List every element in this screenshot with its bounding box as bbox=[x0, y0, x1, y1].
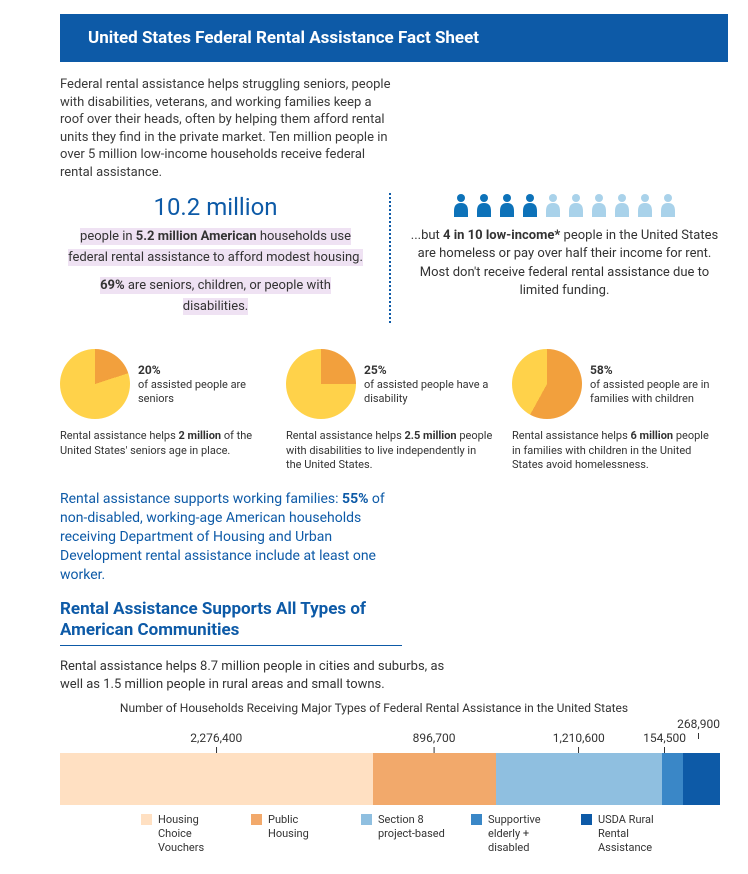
person-icon bbox=[612, 193, 632, 217]
right-summary-text: ...but 4 in 10 low-income* people in the… bbox=[409, 227, 720, 300]
bar-value-label: 154,500 bbox=[643, 731, 686, 753]
stacked-chart-title: Number of Households Receiving Major Typ… bbox=[0, 697, 748, 719]
people-icon-row bbox=[409, 193, 720, 217]
legend-swatch bbox=[581, 814, 592, 825]
person-icon bbox=[589, 193, 609, 217]
section-subtext: Rental assistance helps 8.7 million peop… bbox=[0, 652, 480, 697]
legend-label: Housing Choice Vouchers bbox=[158, 813, 231, 854]
bar-segment bbox=[496, 753, 662, 805]
intro-paragraph: Federal rental assistance helps struggli… bbox=[0, 76, 420, 181]
pie-chart-icon bbox=[286, 349, 356, 419]
summary-left: 10.2 million people in 5.2 million Ameri… bbox=[60, 193, 391, 323]
pie-label: 20%of assisted people are seniors bbox=[138, 363, 268, 406]
stacked-bar-chart: 2,276,400896,7001,210,600268,900154,500 … bbox=[0, 719, 748, 854]
legend-swatch bbox=[251, 814, 262, 825]
pie-description: Rental assistance helps 2.5 million peop… bbox=[286, 429, 494, 472]
legend-item: Housing Choice Vouchers bbox=[141, 813, 231, 854]
pie-row: 20%of assisted people are seniors Rental … bbox=[0, 331, 748, 476]
person-icon bbox=[543, 193, 563, 217]
legend-label: Public Housing bbox=[268, 813, 341, 841]
pie-label: 58%of assisted people are in families wi… bbox=[590, 363, 720, 406]
legend-label: USDA Rural Rental Assistance bbox=[598, 813, 671, 854]
big-number: 10.2 million bbox=[60, 193, 371, 221]
legend-item: Supportive elderly + disabled bbox=[471, 813, 561, 854]
section-heading: Rental Assistance Supports All Types of … bbox=[0, 589, 430, 653]
pie-chart-icon bbox=[60, 349, 130, 419]
pie-block: 58%of assisted people are in families wi… bbox=[512, 349, 720, 472]
highlight-line-2: 69% are seniors, children, or people wit… bbox=[100, 277, 331, 315]
person-icon bbox=[497, 193, 517, 217]
legend-label: Supportive elderly + disabled bbox=[488, 813, 561, 854]
summary-right: ...but 4 in 10 low-income* people in the… bbox=[391, 193, 720, 323]
legend-item: Section 8 project-based bbox=[361, 813, 451, 854]
legend-swatch bbox=[471, 814, 482, 825]
legend-item: Public Housing bbox=[251, 813, 341, 854]
pie-block: 25%of assisted people have a disability R… bbox=[286, 349, 494, 472]
legend-item: USDA Rural Rental Assistance bbox=[581, 813, 671, 854]
bar-value-label: 1,210,600 bbox=[553, 731, 605, 753]
legend-label: Section 8 project-based bbox=[378, 813, 451, 841]
bar-segment bbox=[373, 753, 496, 805]
page-title: United States Federal Rental Assistance … bbox=[60, 14, 728, 62]
pie-label: 25%of assisted people have a disability bbox=[364, 363, 494, 406]
pie-chart-icon bbox=[512, 349, 582, 419]
person-icon bbox=[658, 193, 678, 217]
person-icon bbox=[635, 193, 655, 217]
bar-segment bbox=[683, 753, 720, 805]
legend-swatch bbox=[361, 814, 372, 825]
highlight-line-1: people in 5.2 million American household… bbox=[68, 228, 363, 266]
pie-description: Rental assistance helps 2 million of the… bbox=[60, 429, 268, 458]
bar-segment bbox=[662, 753, 683, 805]
legend-swatch bbox=[141, 814, 152, 825]
summary-two-column: 10.2 million people in 5.2 million Ameri… bbox=[0, 181, 748, 331]
working-families-callout: Rental assistance supports working famil… bbox=[0, 476, 430, 588]
bar-value-label: 2,276,400 bbox=[190, 731, 242, 753]
bar-segment bbox=[60, 753, 373, 805]
pie-block: 20%of assisted people are seniors Rental … bbox=[60, 349, 268, 472]
bar-value-label: 896,700 bbox=[413, 731, 456, 753]
pie-description: Rental assistance helps 6 million people… bbox=[512, 429, 720, 472]
person-icon bbox=[566, 193, 586, 217]
person-icon bbox=[474, 193, 494, 217]
person-icon bbox=[520, 193, 540, 217]
person-icon bbox=[451, 193, 471, 217]
